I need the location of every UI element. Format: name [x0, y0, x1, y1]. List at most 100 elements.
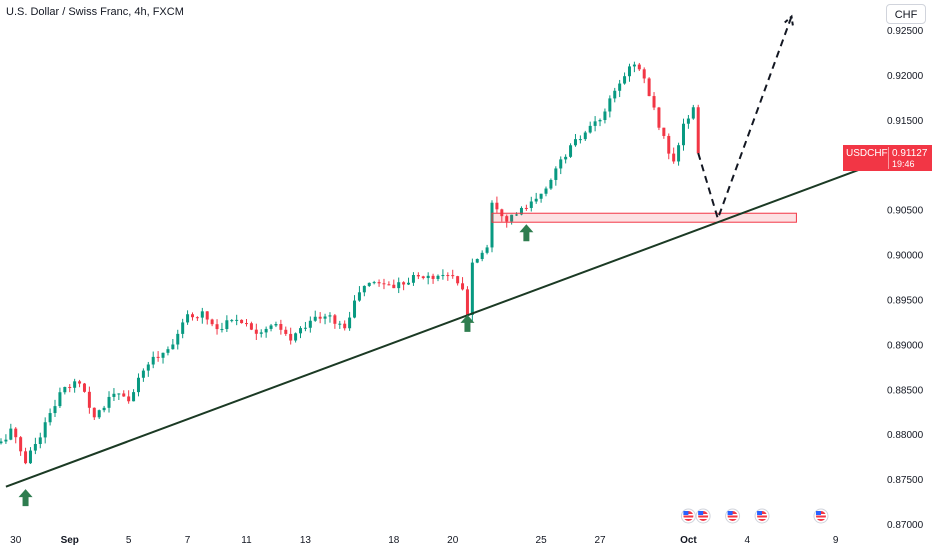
candle-body	[112, 393, 116, 397]
candle-body	[333, 315, 337, 324]
candle-body	[397, 282, 401, 289]
time-tick-label: 4	[745, 535, 751, 546]
candle-body	[446, 275, 450, 277]
time-tick-label: 30	[10, 535, 22, 546]
candle-body	[4, 439, 8, 442]
candle-body	[573, 139, 577, 146]
candle-body	[117, 393, 121, 395]
candle-body	[235, 319, 239, 321]
candle-body	[696, 107, 700, 154]
candle-body	[289, 333, 293, 341]
candle-body	[583, 132, 587, 140]
candle-body	[97, 410, 101, 418]
us-flag-stripe	[727, 517, 738, 519]
candle-body	[632, 64, 636, 67]
price-tick-label: 0.90500	[887, 206, 924, 217]
time-axis[interactable]: 30 Sep 5 7 11 13 18 20 25 27 Oct 4 9	[10, 535, 839, 546]
time-tick-label: Oct	[680, 535, 697, 546]
candle-body	[264, 328, 268, 333]
price-tick-label: 0.92000	[887, 71, 924, 82]
candle-body	[127, 396, 131, 402]
currency-button[interactable]: CHF	[886, 4, 926, 24]
time-tick-label: 7	[185, 535, 191, 546]
candle-body	[362, 285, 366, 293]
time-tick-label: 11	[241, 535, 252, 546]
price-label-value: 0.91127	[892, 148, 928, 159]
candle-body	[426, 275, 430, 279]
candle-body	[68, 386, 72, 388]
candle-body	[141, 370, 145, 378]
candle-body	[171, 344, 175, 350]
price-label-divider	[888, 147, 889, 169]
candles	[0, 61, 700, 465]
candle-body	[647, 78, 651, 97]
candle-body	[657, 107, 661, 128]
candle-body	[485, 247, 489, 253]
candle-body	[151, 356, 155, 365]
chart-title: U.S. Dollar / Swiss Franc, 4h, FXCM	[6, 6, 184, 18]
candle-body	[421, 276, 425, 279]
candle-body	[294, 333, 298, 341]
up-arrow-icon	[18, 489, 33, 507]
candle-body	[166, 349, 170, 353]
candle-body	[372, 282, 376, 284]
us-flag-canton	[683, 511, 689, 515]
candle-body	[186, 314, 190, 323]
candle-body	[593, 121, 597, 126]
candle-body	[28, 450, 32, 464]
candle-body	[14, 428, 18, 438]
candle-body	[220, 329, 224, 331]
us-flag-stripe	[815, 517, 826, 519]
candle-body	[78, 381, 82, 384]
price-tick-label: 0.87500	[887, 475, 924, 486]
price-tick-label: 0.90000	[887, 251, 924, 262]
candle-body	[402, 282, 406, 285]
candle-body	[240, 319, 244, 324]
candle-body	[274, 324, 278, 326]
candle-body	[161, 352, 165, 358]
candle-body	[470, 262, 474, 315]
time-tick-label: 18	[388, 535, 400, 546]
candle-body	[210, 319, 214, 325]
candle-body	[642, 69, 646, 79]
candle-body	[515, 214, 519, 216]
candle-body	[132, 392, 136, 402]
time-tick-label: 13	[300, 535, 312, 546]
candle-body	[451, 275, 455, 277]
candle-body	[475, 259, 479, 263]
candle-body	[146, 364, 150, 371]
candle-body	[19, 437, 23, 452]
candle-body	[73, 381, 77, 388]
candle-body	[681, 123, 685, 146]
candle-body	[416, 275, 420, 277]
candle-body	[190, 314, 194, 318]
candle-body	[308, 320, 312, 328]
candle-body	[87, 391, 91, 408]
candle-body	[200, 311, 204, 318]
us-flag-stripe	[698, 517, 709, 519]
price-tick-label: 0.88000	[887, 430, 924, 441]
candle-body	[284, 329, 288, 334]
candle-body	[662, 127, 666, 136]
candle-body	[627, 66, 631, 77]
candle-body	[245, 323, 248, 325]
candle-body	[490, 202, 494, 248]
support-zone	[491, 212, 797, 223]
candle-body	[667, 135, 671, 154]
candle-body	[63, 386, 67, 393]
candle-body	[328, 315, 332, 317]
candle-body	[0, 441, 3, 444]
candle-body	[505, 216, 509, 222]
candle-body	[465, 289, 469, 315]
candle-body	[225, 320, 229, 330]
price-tick-label: 0.89000	[887, 340, 924, 351]
candle-body	[436, 275, 440, 279]
trendline	[5, 159, 886, 488]
candle-body	[195, 317, 199, 319]
candle-body	[588, 125, 592, 133]
candle-body	[343, 323, 347, 329]
candle-body	[102, 407, 106, 411]
candle-body	[323, 316, 327, 319]
time-tick-label: 9	[833, 535, 839, 546]
